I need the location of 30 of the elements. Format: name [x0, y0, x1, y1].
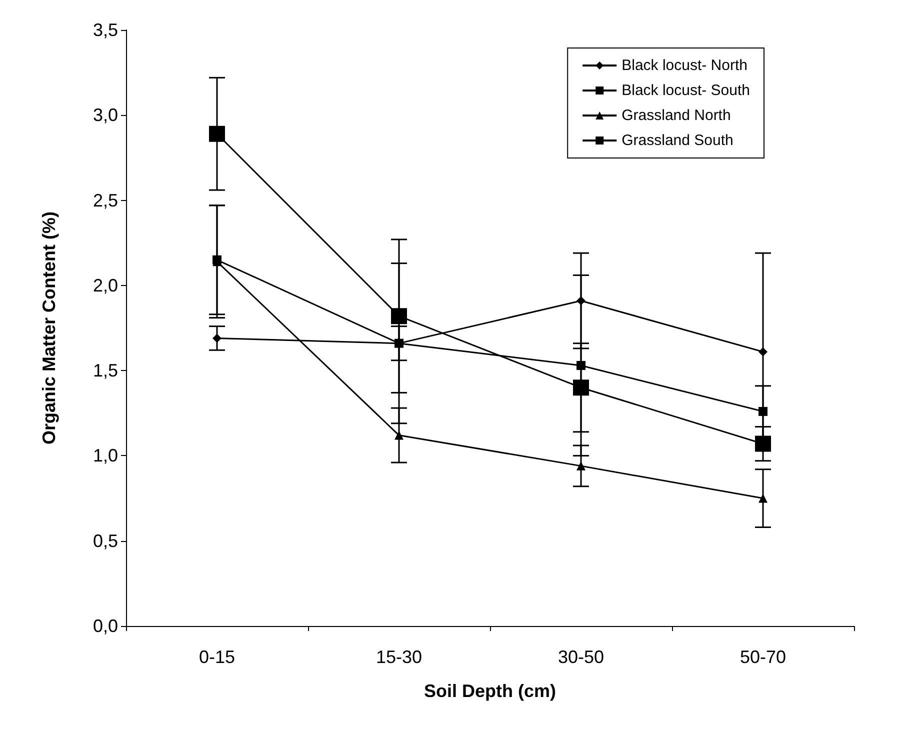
y-tick-label: 3,5 [92, 20, 118, 40]
y-tick-label: 1,5 [92, 360, 118, 381]
x-tick-label: 30-50 [558, 647, 604, 667]
x-tick-label: 15-30 [376, 647, 422, 667]
x-tick-label: 50-70 [740, 647, 786, 667]
point [212, 334, 222, 343]
legend-label: Grassland South [622, 132, 734, 149]
y-tick-label: 2,0 [92, 275, 118, 296]
point [209, 126, 225, 142]
point [391, 308, 407, 324]
y-tick-label: 2,5 [92, 190, 118, 210]
y-tick-label: 1,0 [92, 446, 118, 466]
legend-label: Grassland North [622, 107, 731, 124]
legend-label: Black locust- South [622, 82, 750, 99]
y-axis-title: Organic Matter Content (%) [39, 211, 59, 445]
point [394, 430, 404, 440]
x-axis-title: Soil Depth (cm) [424, 681, 556, 701]
y-tick-label: 0,5 [92, 530, 118, 551]
legend-label: Black locust- North [622, 57, 748, 74]
point [758, 406, 768, 416]
point [576, 296, 586, 306]
point [755, 436, 771, 452]
point [576, 360, 586, 370]
y-tick-label: 0,0 [92, 616, 118, 636]
point [758, 347, 768, 356]
x-tick-label: 0-15 [198, 647, 236, 667]
point [758, 494, 768, 503]
point [394, 338, 404, 348]
y-tick-label: 3,0 [92, 105, 118, 126]
point [573, 380, 589, 396]
